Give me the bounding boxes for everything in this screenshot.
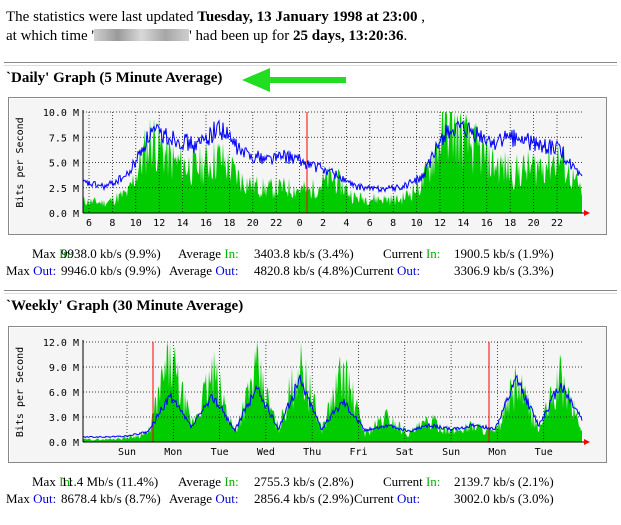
uptime-mid: ' had been up for (189, 28, 290, 44)
x-tick-label: 16 (200, 218, 212, 229)
daily-graph-title: `Daily' Graph (5 Minute Average) (6, 70, 223, 86)
update-prefix: The statistics were last updated (6, 9, 194, 25)
y-tick-label: 6.0 M (49, 388, 79, 399)
x-tick-label: 8 (390, 218, 396, 229)
x-tick-label: Sat (396, 447, 414, 458)
weekly-graph-title: `Weekly' Graph (30 Minute Average) (6, 298, 244, 314)
uptime-value: 25 days, 13:20:36 (293, 28, 404, 44)
y-tick-label: 0.0 M (49, 209, 79, 220)
y-tick-label: 10.0 M (43, 108, 79, 119)
y-axis-label: Bits per Second (15, 347, 26, 437)
weekly-stats: Max In: 11.4 Mb/s (11.4%) Average In: 27… (6, 473, 604, 509)
weekly-avg-in: 2755.3 kb/s (2.8%) (254, 474, 354, 489)
x-tick-label: 16 (481, 218, 493, 229)
green-arrow-icon (242, 68, 346, 92)
x-tick-label: 20 (247, 218, 259, 229)
weekly-avg-in-label: Average In: (178, 474, 239, 489)
x-tick-label: 10 (411, 218, 423, 229)
weekly-cur-out-label: Current Out: (354, 491, 421, 506)
daily-max-out-label: Max Out: (6, 263, 57, 278)
daily-avg-out: 4820.8 kb/s (4.8%) (254, 263, 354, 278)
y-tick-label: 5.0 M (49, 159, 79, 170)
y-tick-label: 7.5 M (49, 133, 79, 144)
x-tick-label: 14 (177, 218, 189, 229)
series-in-area (83, 112, 582, 213)
x-tick-label: Tue (535, 447, 553, 458)
series-in-area (83, 342, 582, 442)
y-tick-label: 3.0 M (49, 413, 79, 424)
redacted-hostname (94, 29, 190, 41)
weekly-avg-out-label: Average Out: (169, 491, 239, 506)
daily-avg-in-label: Average In: (178, 246, 239, 261)
y-tick-label: 2.5 M (49, 184, 79, 195)
weekly-cur-out: 3002.0 kb/s (3.0%) (454, 491, 554, 506)
uptime-prefix: at which time ' (6, 28, 95, 44)
daily-stats: Max In: 9938.0 kb/s (9.9%) Average In: 3… (6, 245, 604, 281)
update-suffix: , (421, 9, 426, 25)
y-tick-label: 9.0 M (49, 363, 79, 374)
x-tick-label: 2 (320, 218, 326, 229)
update-date: Tuesday, 13 January 1998 at 23:00 (197, 9, 418, 25)
x-tick-label: 8 (109, 218, 115, 229)
axis-arrow-icon (584, 210, 590, 216)
series-out-line (82, 374, 583, 439)
x-tick-label: Sun (442, 447, 460, 458)
daily-cur-in-label: Current In: (383, 246, 441, 261)
x-tick-label: Tue (211, 447, 229, 458)
x-tick-label: Wed (257, 447, 275, 458)
x-tick-label: 4 (343, 218, 349, 229)
weekly-avg-out: 2856.4 kb/s (2.9%) (254, 491, 354, 506)
daily-cur-out-label: Current Out: (354, 263, 421, 278)
weekly-cur-in: 2139.7 kb/s (2.1%) (454, 474, 554, 489)
uptime-suffix: . (403, 28, 408, 44)
x-tick-label: 10 (130, 218, 142, 229)
weekly-graph: Bits per Second 0.0 M 3.0 M 6.0 M 9.0 M 12.0 … (15, 338, 590, 458)
x-tick-label: 22 (270, 218, 282, 229)
x-tick-label: 0 (297, 218, 303, 229)
daily-graph: Bits per Second 0.0 M 2.5 M 5.0 M 7.5 M 10.0 … (15, 108, 590, 229)
daily-graph-panel: Bits per Second 0.0 M 2.5 M 5.0 M 7.5 M 10.0 … (8, 97, 607, 235)
x-tick-label: 18 (504, 218, 516, 229)
x-tick-label: 22 (551, 218, 563, 229)
axis-arrow-icon (584, 439, 590, 445)
weekly-max-in-label: Max In: (32, 474, 74, 489)
divider (4, 62, 617, 66)
daily-max-out: 9946.0 kb/s (9.9%) (61, 263, 161, 278)
divider (4, 290, 617, 294)
daily-avg-in: 3403.8 kb/s (3.4%) (254, 246, 354, 261)
x-tick-label: Fri (349, 447, 367, 458)
x-tick-label: Mon (488, 447, 506, 458)
series-out-line (82, 119, 583, 193)
x-tick-label: 12 (434, 218, 446, 229)
x-tick-label: Thu (303, 447, 321, 458)
update-info: The statistics were last updated Tuesday… (6, 8, 425, 46)
x-tick-label: 20 (528, 218, 540, 229)
x-tick-label: 6 (367, 218, 373, 229)
weekly-max-out-label: Max Out: (6, 491, 57, 506)
weekly-max-in: 11.4 Mb/s (11.4%) (61, 474, 159, 489)
x-tick-label: Mon (164, 447, 182, 458)
weekly-graph-panel: Bits per Second 0.0 M 3.0 M 6.0 M 9.0 M 12.0 … (8, 326, 607, 463)
y-axis-label: Bits per Second (15, 117, 26, 207)
weekly-cur-in-label: Current In: (383, 474, 441, 489)
daily-max-in: 9938.0 kb/s (9.9%) (61, 246, 161, 261)
daily-cur-in: 1900.5 kb/s (1.9%) (454, 246, 554, 261)
daily-cur-out: 3306.9 kb/s (3.3%) (454, 263, 554, 278)
x-tick-label: 18 (223, 218, 235, 229)
weekly-max-out: 8678.4 kb/s (8.7%) (61, 491, 161, 506)
daily-avg-out-label: Average Out: (169, 263, 239, 278)
y-tick-label: 12.0 M (43, 338, 79, 349)
x-tick-label: 14 (457, 218, 469, 229)
x-tick-label: 12 (153, 218, 165, 229)
daily-max-in-label: Max In: (32, 246, 74, 261)
y-tick-label: 0.0 M (49, 438, 79, 449)
x-tick-label: Sun (118, 447, 136, 458)
x-tick-label: 6 (86, 218, 92, 229)
